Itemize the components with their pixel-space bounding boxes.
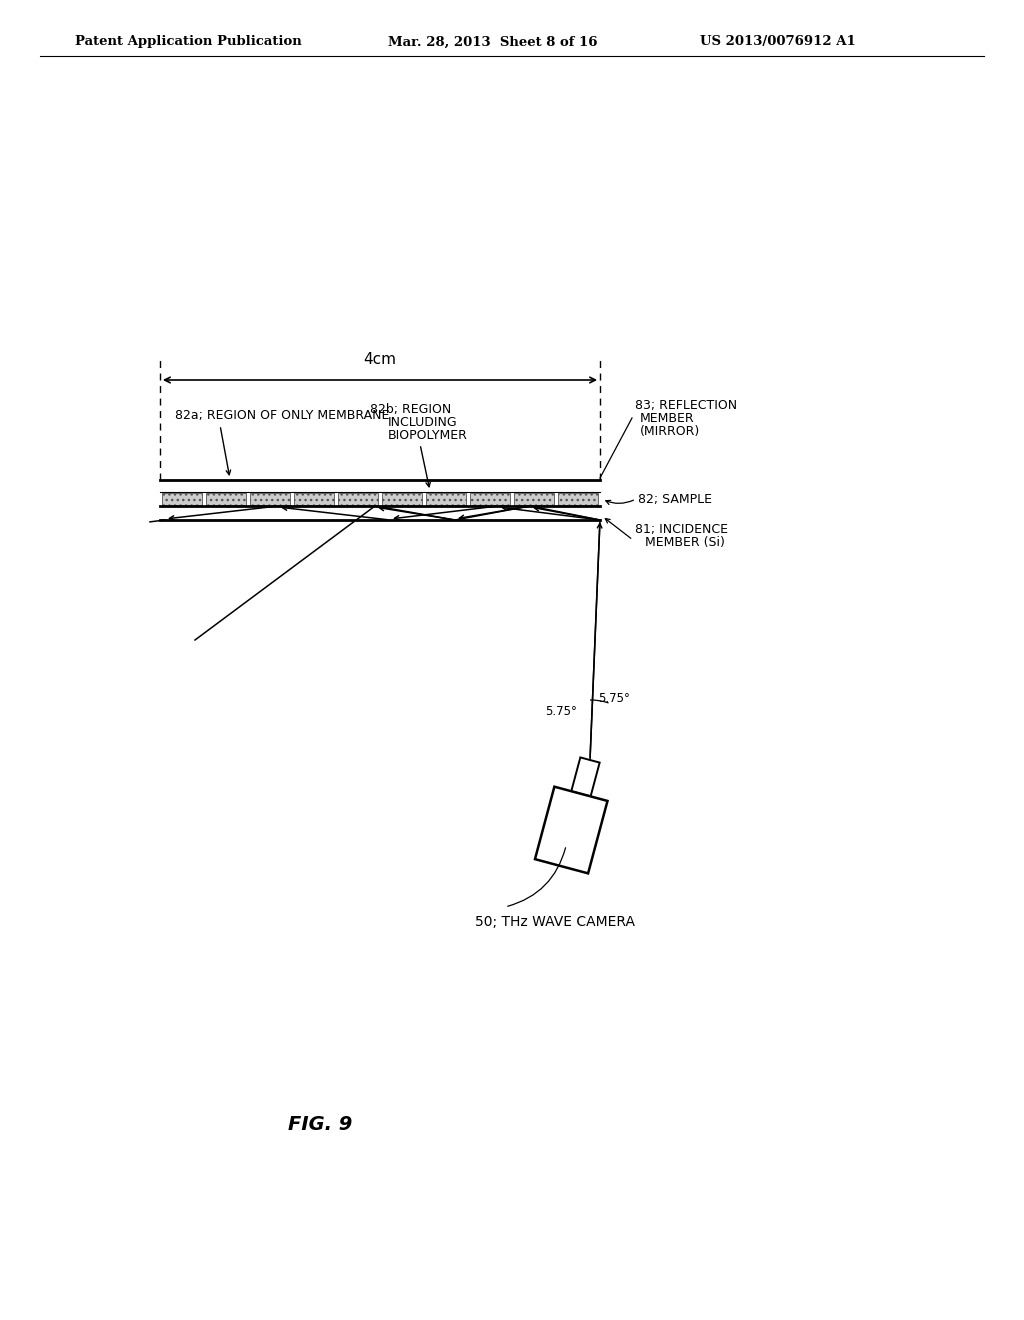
Text: US 2013/0076912 A1: US 2013/0076912 A1: [700, 36, 856, 49]
Text: 82; SAMPLE: 82; SAMPLE: [638, 492, 712, 506]
Text: 5.75°: 5.75°: [545, 705, 577, 718]
Text: (MIRROR): (MIRROR): [640, 425, 700, 438]
Text: 81; INCIDENCE: 81; INCIDENCE: [635, 523, 728, 536]
Polygon shape: [535, 787, 607, 874]
Text: 82b; REGION: 82b; REGION: [370, 403, 452, 416]
Bar: [558, 492, 598, 506]
Text: 50; THz WAVE CAMERA: 50; THz WAVE CAMERA: [475, 915, 635, 929]
Text: Mar. 28, 2013  Sheet 8 of 16: Mar. 28, 2013 Sheet 8 of 16: [388, 36, 597, 49]
Text: 82a; REGION OF ONLY MEMBRANE: 82a; REGION OF ONLY MEMBRANE: [175, 408, 389, 421]
Bar: [250, 492, 290, 506]
Bar: [162, 492, 202, 506]
Text: MEMBER (Si): MEMBER (Si): [645, 536, 725, 549]
Text: FIG. 9: FIG. 9: [288, 1115, 352, 1134]
Text: 5.75°: 5.75°: [598, 692, 630, 705]
Bar: [206, 492, 246, 506]
Polygon shape: [571, 758, 600, 796]
Bar: [294, 492, 334, 506]
Text: 83; REFLECTION: 83; REFLECTION: [635, 399, 737, 412]
Bar: [338, 492, 378, 506]
Bar: [426, 492, 466, 506]
Text: MEMBER: MEMBER: [640, 412, 694, 425]
Text: Patent Application Publication: Patent Application Publication: [75, 36, 302, 49]
Bar: [382, 492, 422, 506]
Text: 4cm: 4cm: [364, 352, 396, 367]
Bar: [514, 492, 554, 506]
Text: INCLUDING: INCLUDING: [388, 416, 458, 429]
Text: BIOPOLYMER: BIOPOLYMER: [388, 429, 468, 442]
Bar: [470, 492, 510, 506]
